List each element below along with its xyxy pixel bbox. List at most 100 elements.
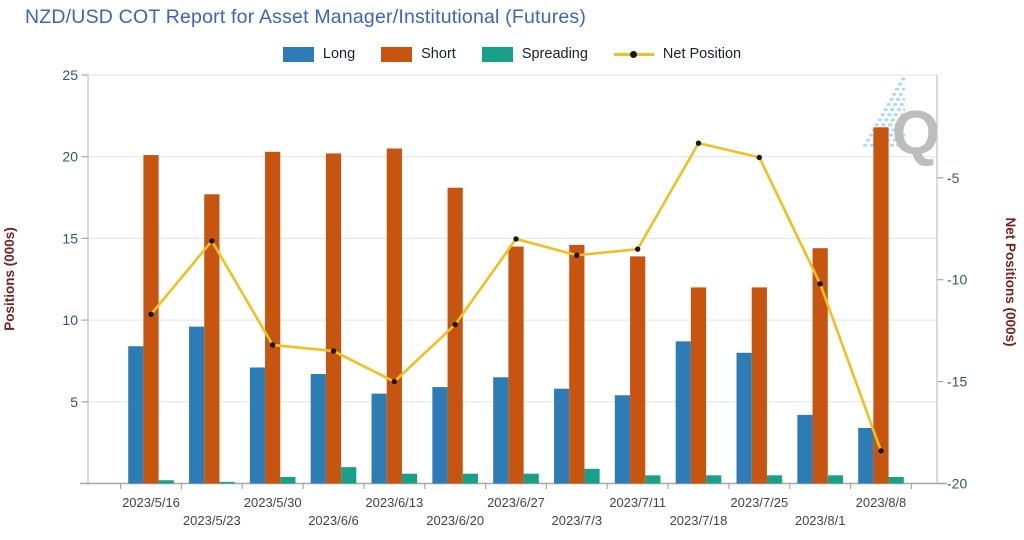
bar-spreading <box>888 476 904 484</box>
bar-short <box>386 148 402 484</box>
legend-swatch-short <box>381 46 413 62</box>
legend-item-long[interactable]: Long <box>282 46 356 62</box>
legend-line-marker <box>613 47 654 62</box>
net-position-point <box>452 321 458 328</box>
x-axis-date-label: 2023/6/13 <box>365 495 423 510</box>
bar-long <box>249 367 266 484</box>
bar-long <box>432 387 448 484</box>
bar-long <box>858 427 874 484</box>
bar-spreading <box>341 467 357 484</box>
bar-spreading <box>645 475 661 484</box>
bar-spreading <box>766 475 783 484</box>
bar-long <box>189 326 205 484</box>
bar-short <box>569 244 585 484</box>
x-axis-date-label: 2023/6/20 <box>426 513 484 528</box>
bar-long <box>736 352 752 484</box>
watermark: Q <box>863 77 940 168</box>
page-title: NZD/USD COT Report for Asset Manager/Ins… <box>25 6 587 28</box>
legend-item-short[interactable]: Short <box>381 46 456 62</box>
bar-spreading <box>462 473 478 484</box>
x-axis-date-label: 2023/8/8 <box>856 495 907 510</box>
net-position-point <box>269 342 276 348</box>
net-position-point <box>756 154 763 161</box>
legend-item-spreading[interactable]: Spreading <box>481 46 588 62</box>
x-axis-date-label: 2023/7/18 <box>670 513 728 528</box>
bar-short <box>751 287 767 484</box>
series-short <box>143 127 889 484</box>
left-axis-tick-label: 10 <box>62 312 78 328</box>
x-axis-date-label: 2023/5/16 <box>122 495 180 510</box>
bar-short <box>447 187 463 484</box>
bar-short <box>690 287 707 484</box>
left-axis-tick-label: 5 <box>70 394 78 410</box>
right-axis-tick-label: -15 <box>947 374 967 390</box>
bar-spreading <box>280 476 296 484</box>
net-position-point <box>513 236 519 242</box>
x-axis-date-label: 2023/5/30 <box>244 495 302 510</box>
bar-long <box>554 388 570 484</box>
legend-swatch-long <box>282 46 314 62</box>
x-axis-date-label: 2023/6/6 <box>308 513 359 528</box>
chart-legend: Long Short Spreading Net Position <box>0 42 1024 66</box>
bar-spreading <box>523 473 539 484</box>
left-axis-tick-label: 15 <box>62 230 78 246</box>
x-axis-date-label: 2023/7/3 <box>552 513 603 528</box>
bar-spreading <box>584 468 600 484</box>
legend-item-net-position[interactable]: Net Position <box>613 46 741 62</box>
bar-long <box>797 414 813 484</box>
bar-spreading <box>219 481 235 484</box>
bar-long <box>675 341 691 484</box>
bar-short <box>325 153 342 484</box>
net-position-point <box>330 348 337 354</box>
bar-short <box>143 155 159 484</box>
bar-spreading <box>158 480 174 484</box>
bar-spreading <box>706 475 722 484</box>
bar-short <box>873 127 889 484</box>
bar-long <box>371 393 387 484</box>
x-axis-date-label: 2023/8/1 <box>795 513 846 528</box>
bar-spreading <box>401 473 418 484</box>
bar-short <box>204 194 220 484</box>
x-axis-date-label: 2023/7/11 <box>609 495 666 510</box>
net-position-point <box>817 281 823 287</box>
bar-short <box>508 246 524 484</box>
bars-group <box>128 127 904 484</box>
bar-short <box>265 151 281 484</box>
right-axis-tick-label: -10 <box>947 272 967 288</box>
left-axis-title: Positions (000s) <box>2 227 17 331</box>
net-position-point <box>634 246 641 252</box>
right-axis-title: Net Positions (000s) <box>1003 217 1018 346</box>
x-axis-date-label: 2023/5/23 <box>183 513 241 528</box>
right-axis-tick-label: -5 <box>947 170 960 186</box>
left-axis-tick-label: 25 <box>62 67 78 83</box>
bar-long <box>310 374 326 484</box>
x-axis-date-label: 2023/6/27 <box>487 495 545 510</box>
legend-swatch-spreading <box>481 46 513 62</box>
net-position-point <box>574 252 580 258</box>
watermark-q-logo: Q <box>892 99 940 168</box>
bar-spreading <box>827 475 843 484</box>
net-position-line <box>148 140 884 454</box>
legend-label: Short <box>421 46 456 62</box>
net-position-point <box>209 238 215 244</box>
net-position-point <box>391 378 398 385</box>
net-position-point <box>148 311 154 318</box>
series-spreading <box>158 467 904 484</box>
net-position-point <box>695 140 702 146</box>
bar-long <box>493 377 509 484</box>
series-long <box>128 326 874 484</box>
right-axis-tick-label: -20 <box>947 476 967 492</box>
legend-label: Spreading <box>521 46 588 62</box>
bar-long <box>128 346 144 484</box>
bar-short <box>812 248 828 484</box>
bar-short <box>630 256 646 484</box>
tick-marks: 5 10 15 20 25 -20 -15 -10 -5 <box>62 67 967 492</box>
legend-label: Long <box>322 46 356 62</box>
x-axis-date-label: 2023/7/25 <box>730 495 788 510</box>
bar-long <box>614 395 631 484</box>
net-position-point <box>878 448 884 454</box>
left-axis-tick-label: 20 <box>62 149 78 165</box>
